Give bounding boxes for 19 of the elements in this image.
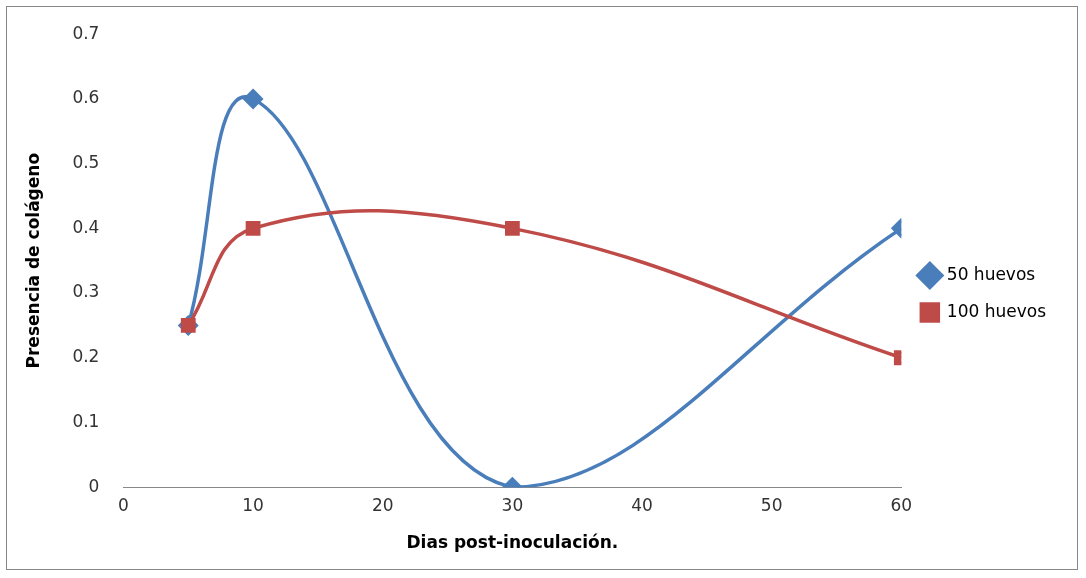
x-tick-label: 40 bbox=[631, 494, 653, 515]
legend-label: 100 huevos bbox=[946, 300, 1047, 321]
x-tick-label: 10 bbox=[242, 494, 264, 515]
x-tick-label: 20 bbox=[371, 494, 394, 515]
x-tick-label: 60 bbox=[890, 494, 913, 515]
x-tick-label: 30 bbox=[501, 494, 524, 515]
y-tick-label: 0.6 bbox=[72, 87, 100, 108]
legend-label: 50 huevos bbox=[946, 263, 1036, 284]
x-tick-label: 50 bbox=[760, 494, 783, 515]
y-tick-label: 0.7 bbox=[72, 22, 100, 43]
y-tick-label: 0 bbox=[88, 475, 100, 496]
y-tick-label: 0.2 bbox=[72, 346, 100, 367]
y-tick-label: 0.4 bbox=[72, 216, 100, 237]
y-tick-label: 0.1 bbox=[72, 410, 100, 431]
y-tick-label: 0.3 bbox=[72, 281, 100, 302]
y-axis-title: Presencia de colágeno bbox=[22, 152, 43, 369]
x-axis-title: Dias post-inoculación. bbox=[406, 532, 619, 553]
y-tick-label: 0.5 bbox=[72, 152, 100, 173]
x-tick-label: 0 bbox=[118, 494, 129, 515]
